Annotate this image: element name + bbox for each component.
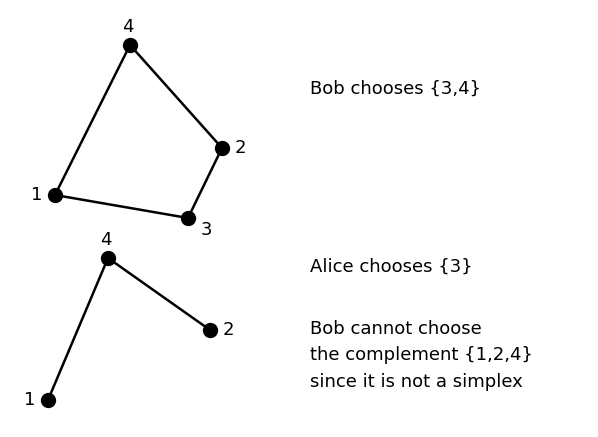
Text: 1: 1 bbox=[31, 186, 42, 204]
Text: 4: 4 bbox=[100, 231, 112, 249]
Text: 2: 2 bbox=[234, 139, 246, 157]
Text: Bob cannot choose
the complement {1,2,4}
since it is not a simplex: Bob cannot choose the complement {1,2,4}… bbox=[310, 320, 533, 391]
Text: Alice chooses {3}: Alice chooses {3} bbox=[310, 258, 472, 276]
Text: 3: 3 bbox=[200, 221, 212, 239]
Text: Bob chooses {3,4}: Bob chooses {3,4} bbox=[310, 80, 481, 98]
Text: 2: 2 bbox=[222, 321, 234, 339]
Text: 4: 4 bbox=[122, 18, 134, 36]
Text: 1: 1 bbox=[25, 391, 36, 409]
